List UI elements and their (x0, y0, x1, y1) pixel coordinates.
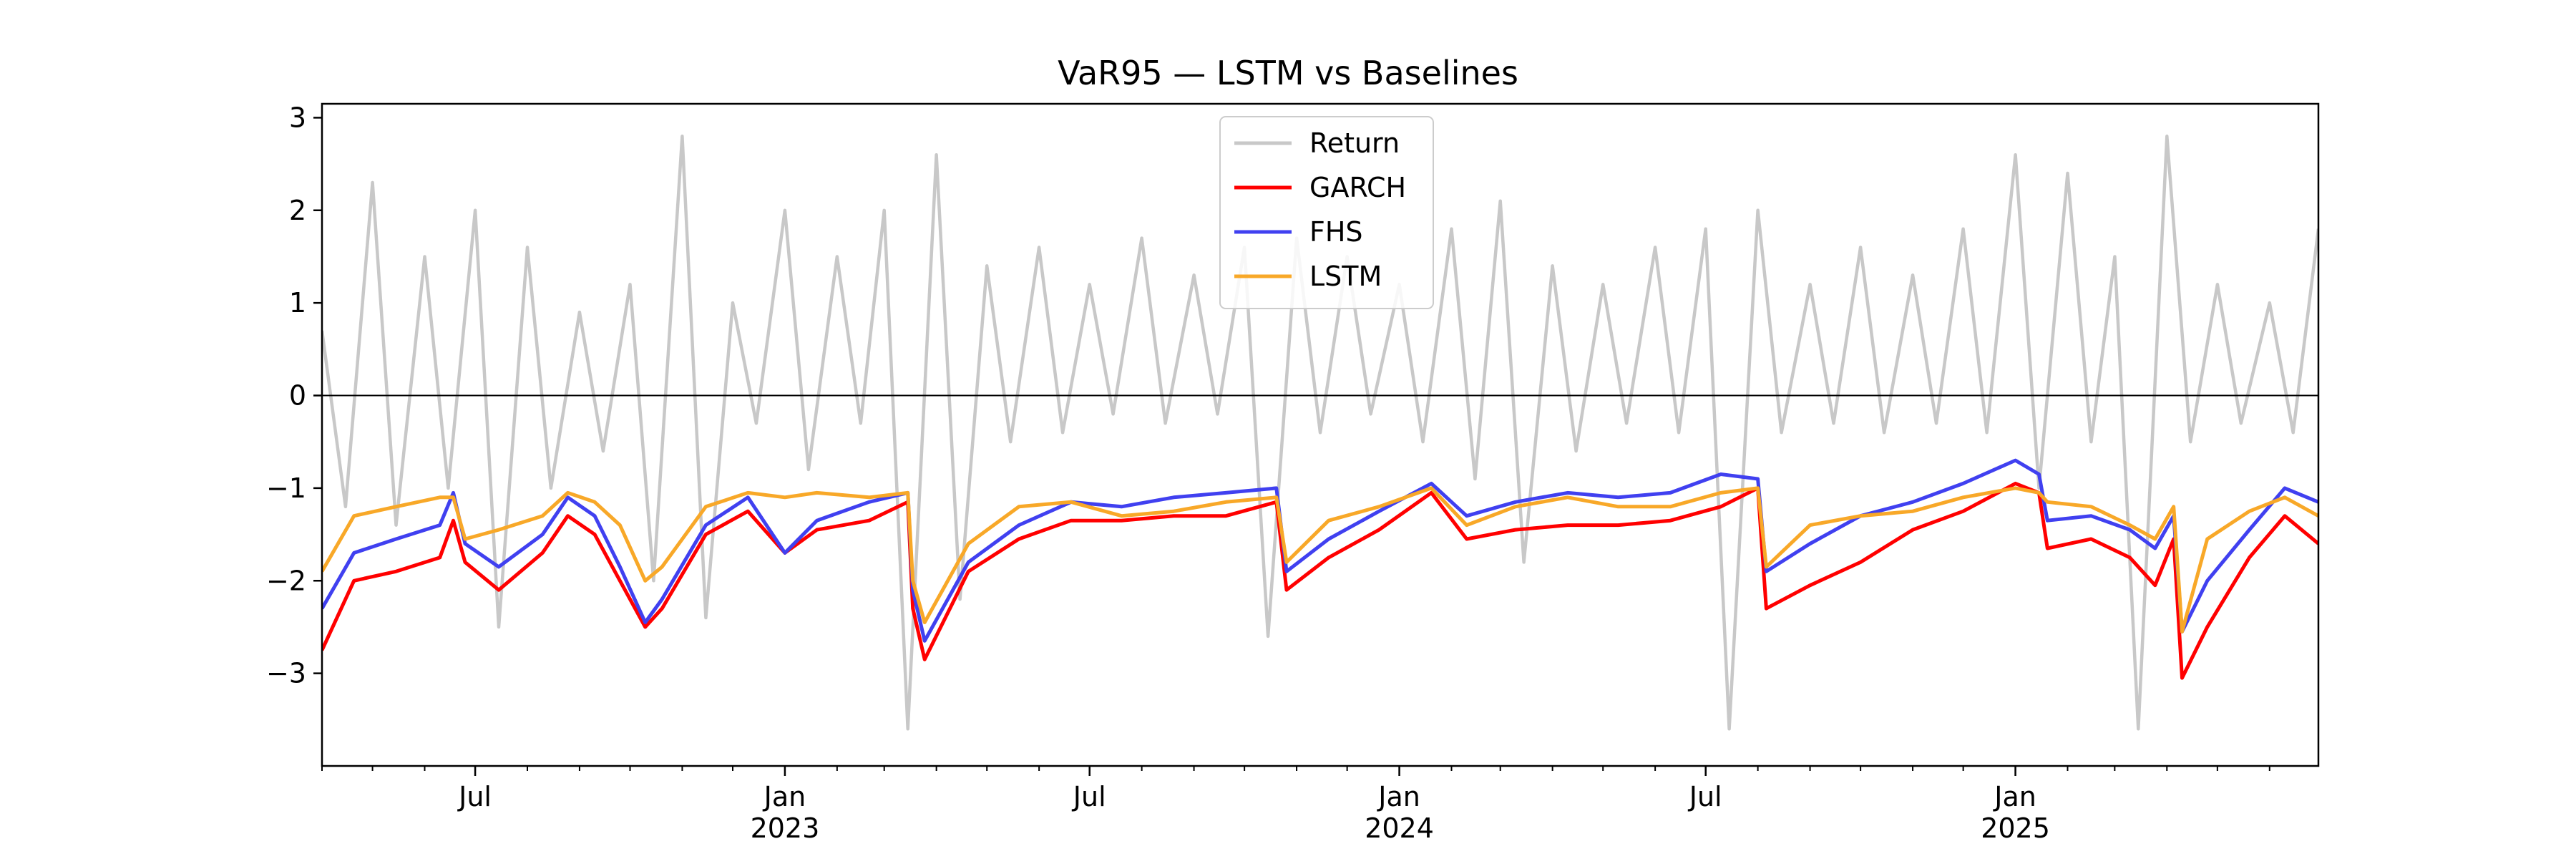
y-tick-label: −1 (266, 472, 306, 504)
y-tick-label: 0 (289, 380, 306, 412)
legend-label: LSTM (1309, 261, 1382, 292)
legend-label: GARCH (1309, 172, 1406, 203)
y-tick-label: −2 (266, 565, 306, 596)
x-tick-year-label: 2025 (1981, 812, 2050, 844)
x-tick-year-label: 2023 (751, 812, 820, 844)
series-line-lstm (322, 486, 2318, 634)
y-tick-label: 3 (289, 102, 306, 133)
x-tick-label: Jan (1377, 781, 1420, 812)
legend: Return GARCH FHS LSTM (1219, 116, 1434, 309)
y-axis: −3 −2 −1 0 1 2 3 (266, 102, 322, 689)
x-tick-year-label: 2024 (1365, 812, 1434, 844)
y-tick-label: −3 (266, 658, 306, 689)
y-tick-label: 1 (289, 287, 306, 319)
chart-title: VaR95 — LSTM vs Baselines (1058, 54, 1518, 92)
x-tick-label: Jul (1688, 781, 1722, 812)
x-tick-label: Jan (1993, 781, 2036, 812)
series-line-return (322, 135, 2318, 731)
legend-label: FHS (1309, 216, 1363, 248)
series-layer (322, 135, 2318, 731)
x-tick-label: Jan (763, 781, 806, 812)
y-tick-label: 2 (289, 195, 306, 226)
series-line-garch (322, 481, 2318, 680)
x-tick-label: Jul (1072, 781, 1106, 812)
plot-frame (321, 102, 2320, 767)
legend-box (1219, 116, 1434, 309)
x-tick-label: Jul (457, 781, 492, 812)
legend-label: Return (1309, 127, 1400, 159)
